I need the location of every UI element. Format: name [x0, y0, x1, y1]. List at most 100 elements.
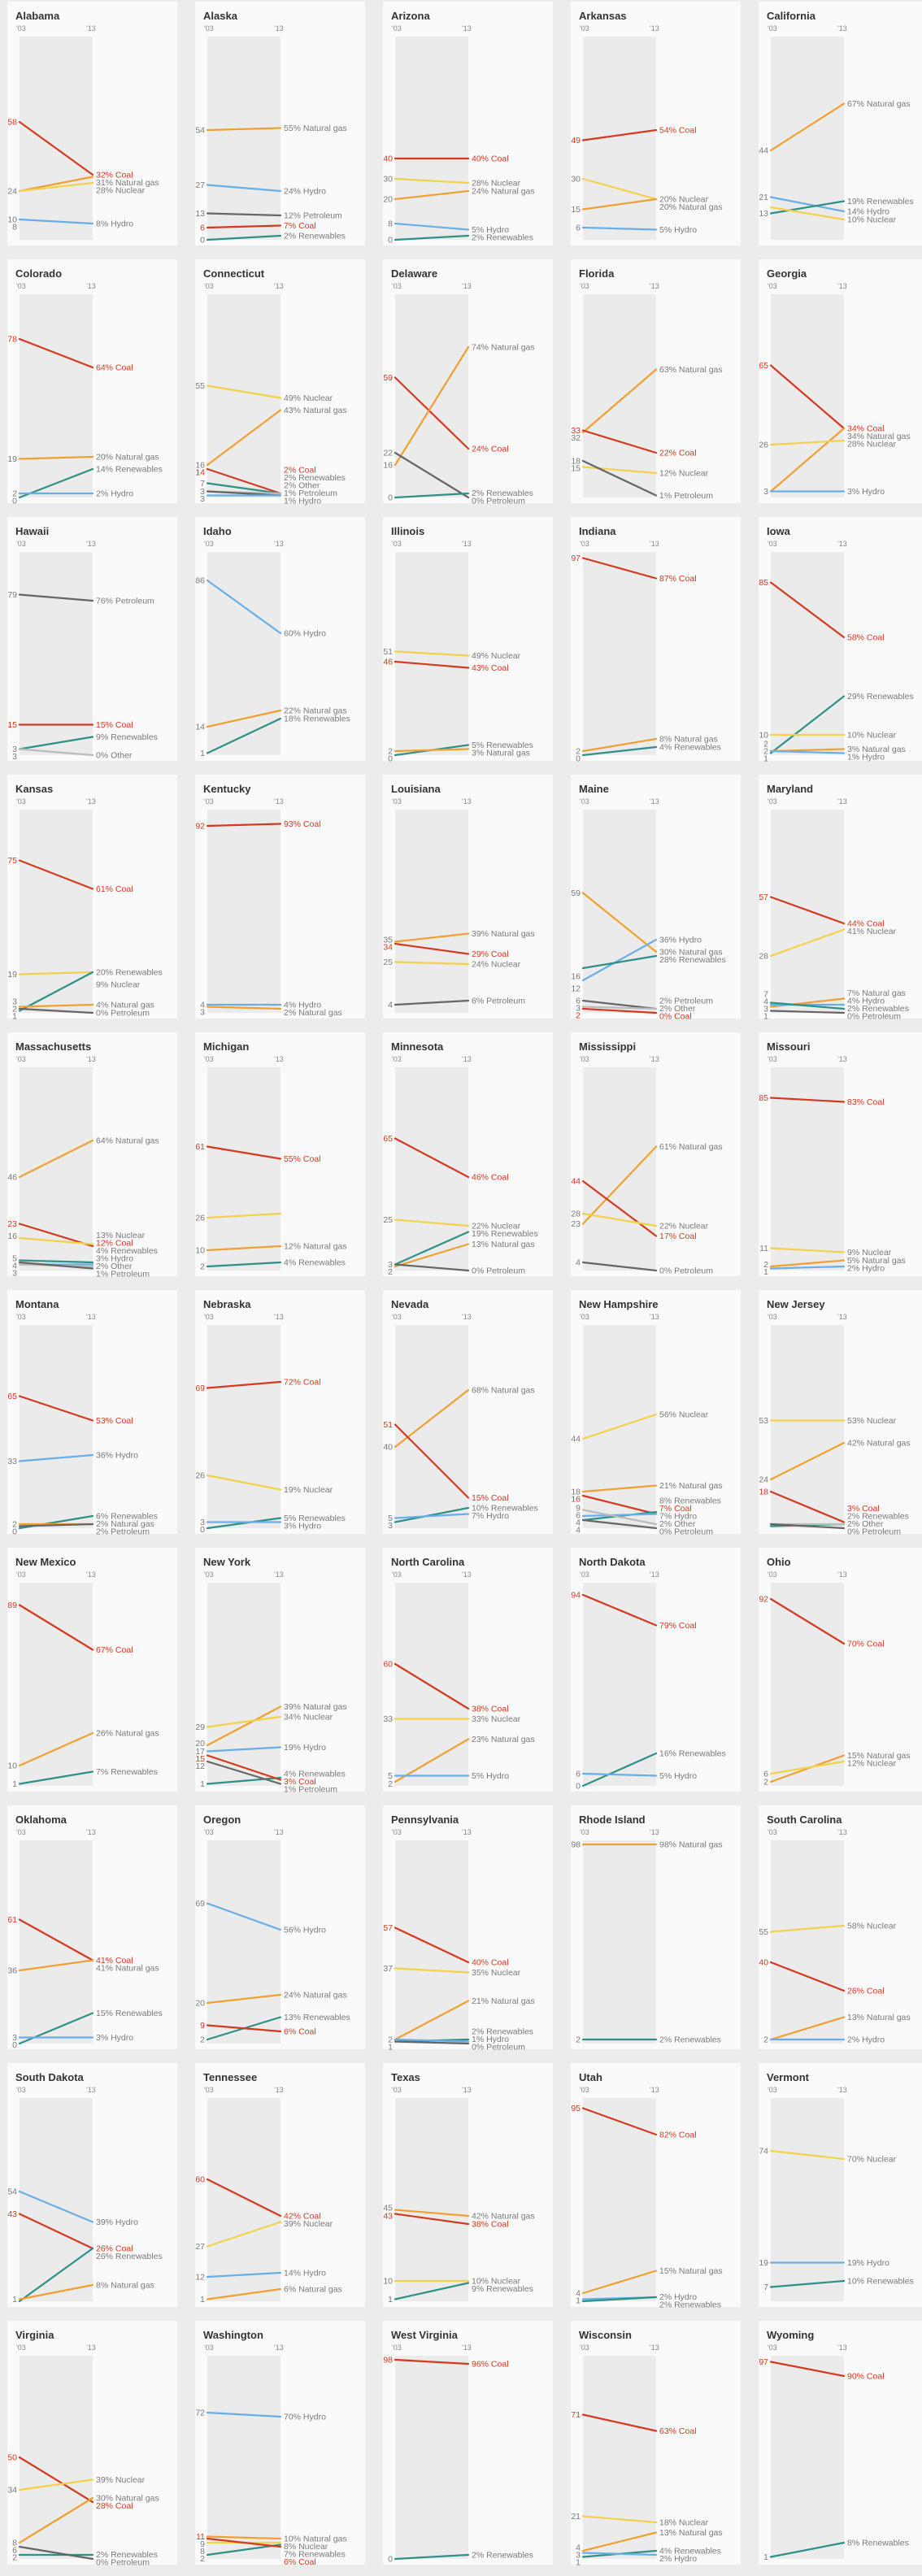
value-label-2013-renewables: 8% Renewables — [659, 1497, 721, 1506]
year-tick-label: '03 — [204, 1828, 214, 1836]
value-label-2013-nuclear: 22% Nuclear — [659, 1222, 709, 1232]
value-label-2013-nuclear: 35% Nuclear — [472, 1968, 521, 1978]
year-tick-label: '13 — [86, 282, 96, 290]
value-label-2003-renewables: 1 — [12, 1779, 17, 1789]
series-line-renewables — [206, 1776, 282, 1785]
value-label-2013-hydro: 2% Hydro — [847, 2035, 885, 2045]
state-line-chart: '03 '13 61% Coal 20% Renewables 9% Nuclear 4%… — [7, 797, 162, 1022]
year-tick-label: '03 — [768, 1570, 777, 1579]
series-line-coal — [769, 1961, 846, 1992]
value-label-2003-petroleum: 12 — [195, 1761, 205, 1771]
value-label-2003-nuclear: 16 — [7, 1232, 17, 1241]
value-label-2003-coal: 98 — [383, 2356, 393, 2365]
value-label-2013-renewables: 19% Renewables — [847, 197, 914, 206]
value-label-2013-coal: 44% Coal — [847, 919, 885, 929]
series-line-coal — [18, 337, 94, 369]
series-line-petroleum — [581, 1518, 658, 1530]
series-line-petroleum — [18, 1523, 94, 1527]
value-label-2013-hydro: 4% Hydro — [284, 1001, 321, 1010]
series-line-natural-gas — [18, 1139, 94, 1179]
value-label-2013-coal: 42% Coal — [284, 2212, 321, 2222]
value-label-2013-petroleum: 1% Petroleum — [284, 1785, 337, 1795]
series-line-natural-gas — [394, 1738, 470, 1783]
state-card-idaho: Idaho '03 '13 60% Hydro 22% Natural gas 18% R… — [195, 517, 365, 761]
value-label-2013-renewables: 7% Renewables — [96, 1767, 158, 1777]
value-label-2013-coal: 46% Coal — [472, 1173, 509, 1183]
value-label-2013-natural-gas: 39% Natural gas — [284, 1702, 347, 1712]
value-label-2013-natural-gas: 20% Natural gas — [659, 202, 723, 212]
value-label-2013-hydro: 7% Hydro — [659, 1512, 697, 1522]
plot-area — [583, 2098, 656, 2301]
value-label-2013-coal: 41% Coal — [96, 1956, 133, 1966]
series-line-natural-gas — [18, 455, 94, 460]
value-label-2013-renewables: 2% Renewables — [847, 1004, 909, 1014]
year-tick-label: '03 — [768, 797, 777, 806]
series-line-coal — [206, 1145, 282, 1160]
state-card-new-jersey: New Jersey '03 '13 53% Nuclear 42% Natural g… — [759, 1290, 922, 1537]
value-label-2003-coal: 40 — [383, 154, 393, 164]
value-label-2003-renewables: 12 — [571, 984, 581, 994]
year-tick-label: '13 — [86, 1828, 96, 1836]
series-line-coal — [18, 859, 94, 890]
plot-area — [771, 1583, 844, 1786]
year-tick-label: '03 — [392, 2086, 402, 2094]
value-label-2003-coal: 71 — [571, 2410, 581, 2420]
value-label-2013-nuclear: 49% Nuclear — [284, 393, 333, 403]
plot-area — [20, 1583, 93, 1786]
value-label-2013-other: 2% Other — [659, 1519, 696, 1529]
value-label-2013-coal: 2% Coal — [284, 466, 316, 476]
series-line-nuclear — [206, 2221, 282, 2248]
value-label-2013-coal: 72% Coal — [284, 1378, 321, 1388]
year-tick-label: '03 — [204, 282, 214, 290]
plot-area — [583, 294, 656, 497]
series-line-natural-gas — [206, 709, 282, 728]
value-label-2013-renewables: 5% Renewables — [472, 741, 533, 750]
series-line-coal — [581, 1007, 658, 1014]
state-card-new-york: New York '03 '13 39% Natural gas 34% Nuclear… — [195, 1548, 365, 1795]
value-label-2013-hydro: 7% Hydro — [472, 1511, 509, 1521]
series-line-renewables — [206, 717, 282, 754]
value-label-2003-other: 3 — [200, 494, 205, 504]
value-label-2003-petroleum: 4 — [576, 1258, 581, 1268]
value-label-2013-renewables: 2% Renewables — [472, 233, 533, 243]
state-card-maine: Maine '03 '13 36% Hydro 30% Natural gas 28% R… — [571, 775, 741, 1022]
value-label-2013-hydro: 14% Hydro — [847, 207, 889, 217]
value-label-2013-coal: 61% Coal — [96, 884, 133, 894]
year-tick-label: '13 — [86, 1570, 96, 1579]
value-label-2003-nuclear: 10 — [759, 731, 768, 741]
value-label-2013-nuclear: 10% Nuclear — [847, 731, 897, 741]
value-label-2003-hydro: 5 — [388, 1514, 393, 1523]
state-title: Indiana — [579, 525, 616, 537]
value-label-2013-natural-gas: 55% Natural gas — [284, 124, 347, 133]
value-label-2003-coal: 46 — [383, 658, 393, 667]
value-label-2013-hydro: 4% Hydro — [847, 997, 885, 1006]
value-label-2003-nuclear: 21 — [571, 2512, 581, 2522]
year-tick-label: '03 — [392, 2344, 402, 2352]
value-label-2013-coal: 43% Coal — [472, 663, 509, 673]
state-card-alabama: Alabama '03 '13 32% Coal 31% Natural gas 28% … — [7, 2, 177, 245]
series-line-hydro — [581, 1513, 658, 1518]
state-title: Texas — [391, 2071, 420, 2083]
value-label-2013-coal: 15% Coal — [96, 720, 133, 730]
state-card-north-carolina: North Carolina '03 '13 38% Coal 33% Nuclear 2… — [383, 1548, 553, 1792]
state-title: Ohio — [767, 1556, 791, 1568]
plot-area — [395, 37, 468, 240]
value-label-2013-renewables: 9% Renewables — [96, 732, 158, 742]
series-line-coal — [769, 364, 846, 430]
series-line-natural-gas — [206, 1993, 282, 2005]
series-line-renewables — [769, 1001, 846, 1010]
state-card-louisiana: Louisiana '03 '13 39% Natural gas 29% Coal 24… — [383, 775, 553, 1019]
series-line-natural-gas — [394, 2000, 470, 2041]
series-line-hydro — [769, 749, 846, 754]
series-line-petroleum — [581, 459, 658, 497]
value-label-2013-natural-gas: 10% Natural gas — [284, 2535, 347, 2544]
year-tick-label: '13 — [650, 2086, 659, 2094]
value-label-2013-coal: 3% Coal — [284, 1777, 316, 1787]
value-label-2013-renewables: 6% Renewables — [96, 1512, 158, 1522]
value-label-2013-natural-gas: 13% Natural gas — [847, 2013, 911, 2022]
year-tick-label: '03 — [768, 24, 777, 33]
